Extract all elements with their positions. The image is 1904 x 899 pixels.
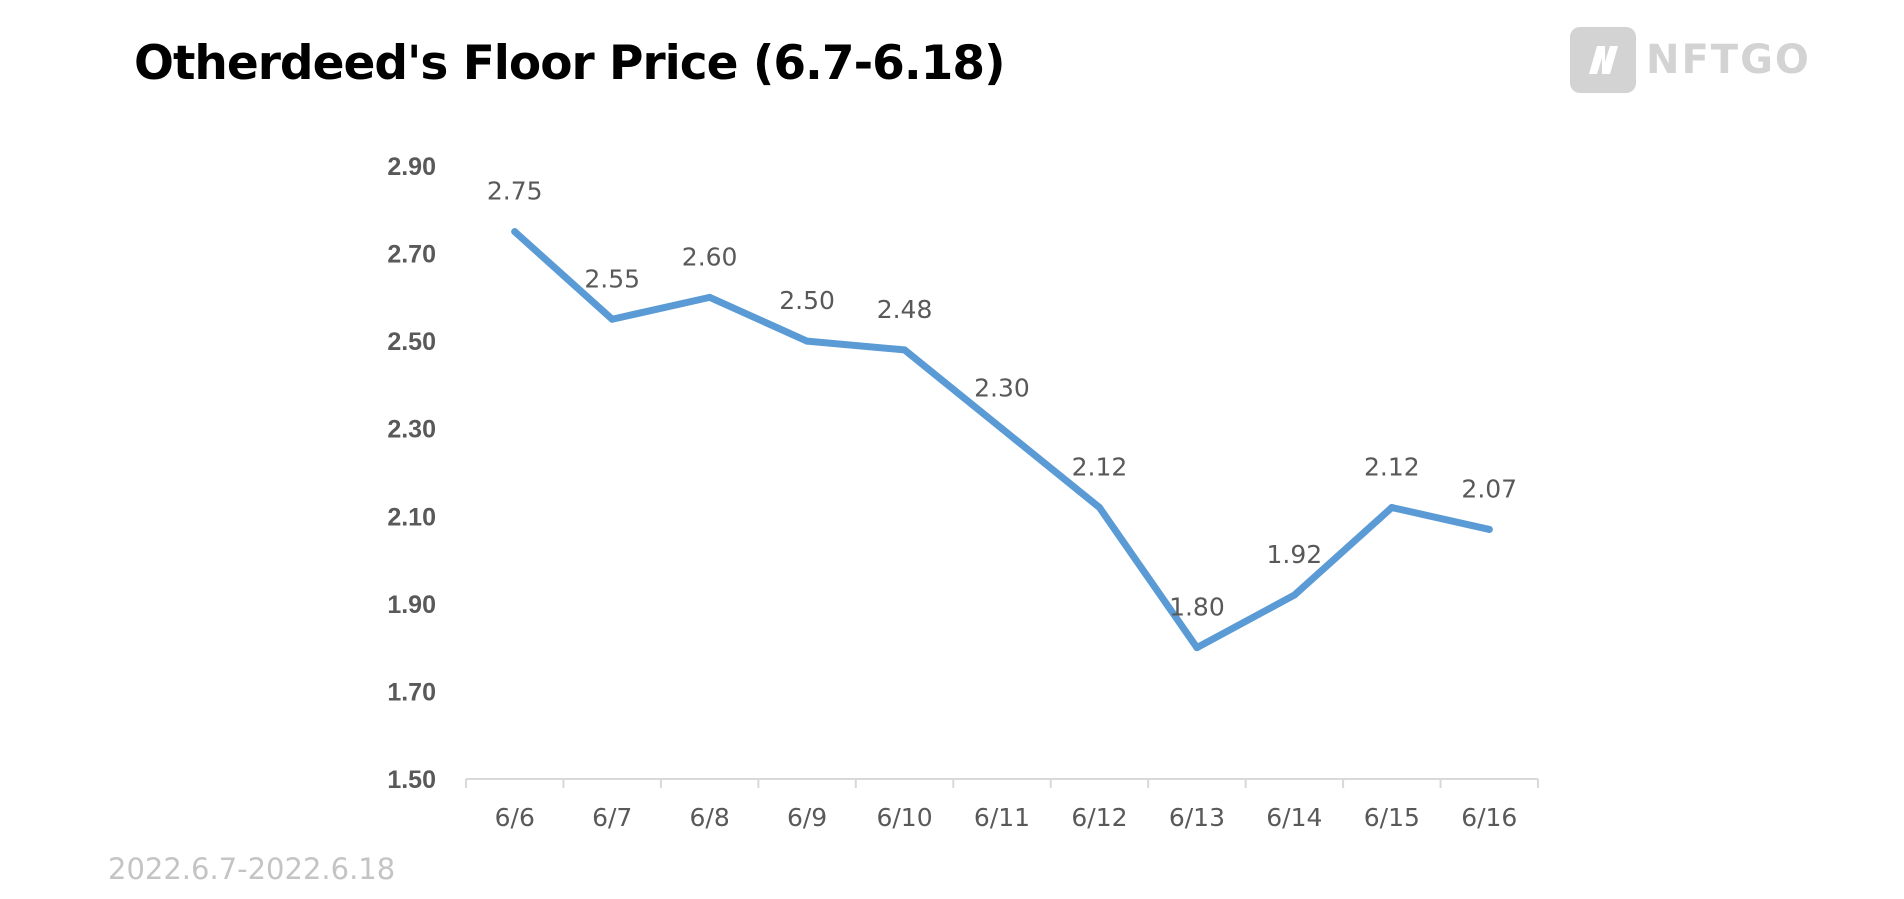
x-tick-label: 6/14 [1266, 803, 1322, 832]
y-tick-label: 1.90 [387, 591, 436, 619]
x-axis: 6/6 6/7 6/8 6/9 6/10 6/11 6/12 6/13 6/14 6/15 6/16 [465, 778, 1539, 832]
data-point [901, 346, 909, 354]
y-tick-label: 1.50 [387, 766, 436, 794]
data-label: 2.55 [584, 264, 640, 293]
data-point [608, 315, 616, 323]
series-line-group [511, 228, 1493, 652]
data-label: 1.80 [1169, 593, 1225, 622]
x-tick-label: 6/15 [1364, 803, 1420, 832]
data-labels: 2.75 2.55 2.60 2.50 2.48 2.30 2.12 1.80 1.92 2.12… [487, 177, 1517, 622]
x-tick-label: 6/9 [787, 803, 827, 832]
data-label: 2.48 [877, 295, 933, 324]
x-tick-label: 6/8 [690, 803, 730, 832]
x-tick-label: 6/13 [1169, 803, 1225, 832]
nftgo-logo-text: NFTGO [1646, 37, 1811, 83]
data-point [706, 293, 714, 301]
x-tick-label: 6/12 [1071, 803, 1127, 832]
data-point [511, 228, 519, 236]
date-range-caption: 2022.6.7-2022.6.18 [108, 852, 396, 886]
x-tick-label: 6/7 [592, 803, 632, 832]
chart-title: Otherdeed's Floor Price (6.7-6.18) [134, 36, 1006, 91]
data-label: 2.75 [487, 177, 543, 206]
y-tick-label: 2.90 [387, 153, 436, 181]
data-point [803, 337, 811, 345]
nftgo-logo: NFTGO [1570, 27, 1811, 93]
data-point [1485, 525, 1493, 533]
data-label: 2.30 [974, 374, 1030, 403]
data-label: 2.60 [682, 242, 738, 271]
data-label: 2.12 [1364, 453, 1420, 482]
y-tick-label: 2.50 [387, 328, 436, 356]
data-label: 2.12 [1072, 453, 1128, 482]
data-point [1388, 504, 1396, 512]
y-tick-label: 1.70 [387, 678, 436, 706]
x-tick-label: 6/11 [974, 803, 1030, 832]
data-point [1290, 591, 1298, 599]
y-axis-ticks: 1.50 1.70 1.90 2.10 2.30 2.50 2.70 2.90 [387, 153, 436, 794]
data-label: 2.07 [1461, 474, 1517, 503]
y-tick-label: 2.30 [387, 416, 436, 444]
data-point [1095, 504, 1103, 512]
data-label: 2.50 [779, 286, 835, 315]
data-label: 1.92 [1267, 540, 1323, 569]
data-point [1193, 644, 1201, 652]
x-tick-label: 6/10 [876, 803, 932, 832]
data-point [998, 425, 1006, 433]
series-line [511, 228, 1493, 652]
x-tick-label: 6/6 [495, 803, 535, 832]
nftgo-logo-icon [1570, 27, 1636, 93]
y-tick-label: 2.70 [387, 241, 436, 269]
y-tick-label: 2.10 [387, 503, 436, 531]
x-tick-label: 6/16 [1461, 803, 1517, 832]
